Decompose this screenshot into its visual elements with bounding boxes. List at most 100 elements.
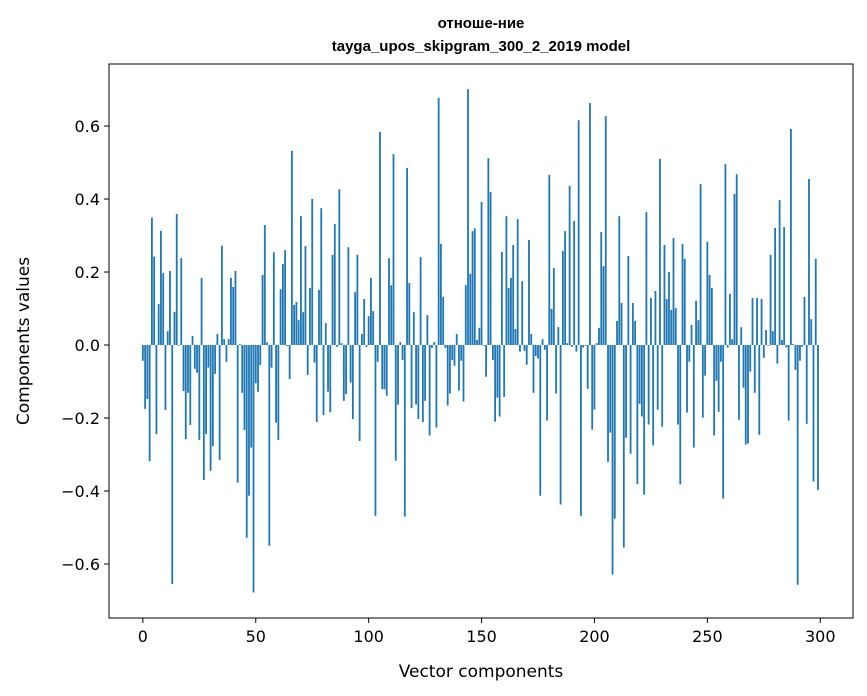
bar-147 <box>473 228 476 346</box>
bar-156 <box>494 345 497 422</box>
bar-140 <box>458 345 460 391</box>
bar-272 <box>756 297 758 346</box>
bar-29 <box>207 345 210 368</box>
bar-281 <box>776 345 779 364</box>
bar-192 <box>575 345 578 352</box>
bar-277 <box>767 345 770 346</box>
bar-104 <box>376 345 379 362</box>
bar-251 <box>708 274 711 346</box>
bar-131 <box>437 97 440 346</box>
bar-247 <box>699 184 702 346</box>
bar-223 <box>645 212 648 346</box>
bar-269 <box>749 345 752 372</box>
bar-67 <box>293 304 296 346</box>
bar-188 <box>566 343 569 346</box>
bar-163 <box>510 277 512 346</box>
bar-295 <box>808 178 810 346</box>
bar-9 <box>162 273 165 346</box>
bar-219 <box>636 345 639 485</box>
bar-196 <box>584 345 587 346</box>
bar-13 <box>171 345 174 585</box>
bar-39 <box>230 277 232 346</box>
bar-262 <box>733 193 736 346</box>
bar-60 <box>277 345 280 440</box>
bar-138 <box>453 345 456 366</box>
bar-52 <box>259 345 262 366</box>
bar-186 <box>561 250 564 346</box>
bar-98 <box>363 299 366 346</box>
bar-239 <box>681 243 684 346</box>
bar-105 <box>379 131 381 346</box>
bar-294 <box>805 345 808 424</box>
bar-222 <box>643 345 646 495</box>
bar-261 <box>731 339 734 346</box>
bar-122 <box>417 345 420 420</box>
bar-299 <box>817 345 819 490</box>
bar-117 <box>406 168 408 346</box>
bar-235 <box>672 238 675 346</box>
bar-197 <box>586 345 589 389</box>
y-tick-label: −0.6 <box>61 555 100 574</box>
bar-125 <box>424 345 427 401</box>
bar-28 <box>205 345 207 435</box>
bar-74 <box>309 288 311 346</box>
plot-frame <box>108 63 854 619</box>
bar-137 <box>451 345 454 360</box>
bar-201 <box>595 343 598 346</box>
bar-26 <box>200 277 203 346</box>
bar-220 <box>638 345 641 404</box>
bar-242 <box>688 345 691 362</box>
bar-227 <box>654 291 657 346</box>
bar-291 <box>799 345 801 361</box>
x-tick-label: 250 <box>692 627 723 646</box>
bar-273 <box>758 345 761 435</box>
bar-228 <box>656 345 659 410</box>
bar-275 <box>762 345 765 358</box>
bar-292 <box>801 345 804 347</box>
bar-0 <box>141 345 144 361</box>
x-tick-label: 100 <box>353 627 384 646</box>
bar-216 <box>629 345 632 454</box>
bar-41 <box>234 270 237 346</box>
bar-204 <box>602 266 605 346</box>
bar-266 <box>742 345 745 388</box>
bar-149 <box>478 327 481 346</box>
bar-90 <box>345 345 347 394</box>
bar-86 <box>336 345 338 347</box>
bar-265 <box>740 327 743 346</box>
bar-14 <box>173 311 176 346</box>
bar-128 <box>430 345 433 348</box>
bar-123 <box>419 257 422 346</box>
bar-182 <box>552 268 555 346</box>
bar-160 <box>503 345 506 397</box>
bar-248 <box>701 345 704 418</box>
bar-2 <box>146 345 149 400</box>
bar-49 <box>252 345 255 593</box>
bar-276 <box>765 330 767 346</box>
bar-55 <box>266 342 268 346</box>
bar-111 <box>392 154 395 346</box>
bar-179 <box>546 345 548 421</box>
bar-100 <box>367 316 370 346</box>
bar-63 <box>284 250 287 346</box>
bar-257 <box>722 345 725 499</box>
chart-title-line1: отноше-ние <box>438 15 525 32</box>
bar-35 <box>220 245 223 346</box>
bar-25 <box>198 345 201 440</box>
bar-241 <box>686 345 688 413</box>
bar-246 <box>697 320 700 346</box>
x-tick-label: 50 <box>246 627 266 646</box>
bar-232 <box>665 299 668 346</box>
bar-293 <box>803 296 806 346</box>
bar-146 <box>471 231 474 346</box>
bars-group <box>141 89 819 593</box>
bar-127 <box>428 345 431 436</box>
bar-243 <box>690 324 693 346</box>
bar-148 <box>476 339 478 346</box>
y-axis: −0.6 −0.4 −0.2 0.0 0.2 0.4 0.6 <box>61 117 109 574</box>
bar-23 <box>193 345 196 369</box>
bar-18 <box>182 345 185 391</box>
y-tick-label: 0.4 <box>75 190 100 209</box>
bar-187 <box>564 231 567 346</box>
bar-285 <box>785 345 788 348</box>
